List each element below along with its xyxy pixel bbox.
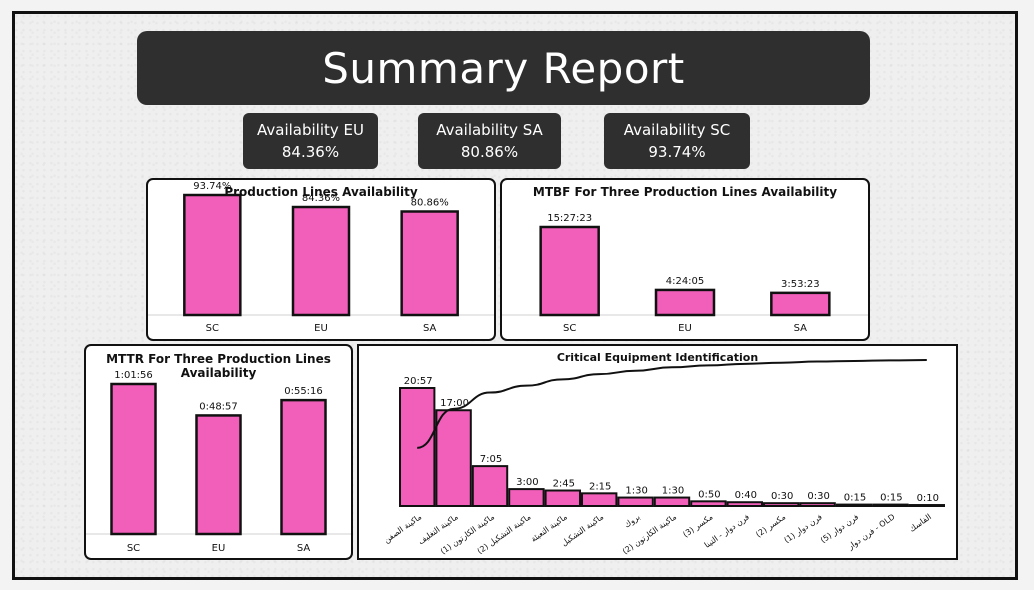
- bar: [400, 210, 459, 317]
- bar: [763, 502, 800, 508]
- kpi-availability-eu: Availability EU 84.36%: [243, 113, 378, 169]
- data-label: 0:30: [807, 491, 829, 502]
- bar: [835, 503, 873, 508]
- cumulative-line: [417, 359, 927, 449]
- bar: [544, 489, 582, 508]
- kpi-availability-sa: Availability SA 80.86%: [418, 113, 561, 169]
- bar: [770, 291, 831, 317]
- data-label: 4:24:05: [666, 276, 705, 287]
- bar: [690, 500, 727, 507]
- category-label: SC: [563, 323, 576, 334]
- mttr-chart: 1:01:56 SC 0:48:57 EU 0:55:16 SA: [86, 370, 351, 554]
- category-label: SA: [297, 543, 311, 554]
- critical-equipment-panel: Critical Equipment Identification 20:57 م…: [357, 344, 958, 560]
- data-label: 0:30: [771, 491, 793, 502]
- chart-title: MTTR For Three Production Lines Availabi…: [106, 352, 331, 380]
- data-label: 2:45: [553, 479, 575, 490]
- data-label: 0:48:57: [199, 401, 238, 412]
- category-label: مكسر (2): [754, 512, 787, 539]
- data-label: 0:10: [917, 493, 939, 504]
- category-label: EU: [678, 323, 692, 334]
- data-label: 0:55:16: [284, 386, 323, 397]
- kpi-label: Availability SA: [436, 121, 543, 139]
- kpi-label: Availability SC: [623, 121, 731, 139]
- category-label: فرن دوار (1): [782, 512, 823, 545]
- bar: [435, 409, 472, 507]
- kpi-value: 80.86%: [460, 143, 519, 161]
- category-label: SC: [127, 543, 140, 554]
- report-title: Summary Report: [137, 31, 870, 105]
- data-label: 80.86%: [411, 197, 449, 208]
- category-label: SC: [206, 323, 219, 334]
- data-label: 84.36%: [302, 193, 340, 204]
- bar: [110, 382, 157, 536]
- bar: [471, 465, 509, 507]
- bar: [726, 501, 764, 508]
- data-label: 17:00: [440, 398, 469, 409]
- kpi-value: 93.74%: [648, 143, 706, 161]
- chart-title: Critical Equipment Identification: [556, 351, 759, 364]
- data-label: 3:53:23: [781, 279, 820, 290]
- availability-chart: 93.74% SC 84.36% EU 80.86% SA: [148, 181, 494, 334]
- data-label: 20:57: [404, 376, 433, 387]
- category-label: SA: [794, 323, 808, 334]
- category-label: مكسر (3): [681, 512, 714, 539]
- availability-chart-panel: Production Lines Availability 93.74% SC 84…: [146, 178, 496, 341]
- bar: [617, 496, 654, 508]
- bar: [195, 414, 242, 536]
- kpi-label: Availability EU: [257, 121, 364, 139]
- kpi-value: 84.36%: [281, 143, 340, 161]
- data-label: 15:27:23: [547, 213, 592, 224]
- data-label: 1:30: [625, 486, 647, 497]
- bar: [908, 504, 945, 507]
- chart-title: Production Lines Availability: [224, 185, 418, 199]
- data-label: 2:15: [589, 481, 611, 492]
- mtbf-chart-panel: MTBF For Three Production Lines Availabi…: [500, 178, 870, 341]
- data-label: 1:01:56: [114, 370, 153, 381]
- bar: [581, 492, 618, 507]
- data-label: 0:15: [880, 493, 902, 504]
- data-label: 0:40: [735, 490, 757, 501]
- bar: [654, 288, 716, 317]
- category-label: بروك: [623, 512, 642, 529]
- bar: [653, 496, 691, 508]
- category-label: EU: [314, 323, 328, 334]
- category-label: EU: [212, 543, 226, 554]
- kpi-availability-sc: Availability SC 93.74%: [604, 113, 750, 169]
- report-title-text: Summary Report: [322, 43, 685, 93]
- data-label: 0:50: [698, 489, 720, 500]
- bar: [872, 503, 909, 508]
- bar: [291, 205, 351, 317]
- data-label: 7:05: [480, 454, 502, 465]
- data-label: 0:15: [844, 493, 866, 504]
- bar: [539, 225, 600, 317]
- chart-title: MTBF For Three Production Lines Availabi…: [532, 185, 838, 199]
- mtbf-chart: 15:27:23 SC 4:24:05 EU 3:53:23 SA: [502, 213, 868, 334]
- category-label: الفاسك: [908, 512, 933, 533]
- bar: [508, 488, 545, 508]
- bar: [799, 502, 836, 508]
- category-label: SA: [423, 323, 437, 334]
- bar: [280, 398, 327, 536]
- data-label: 1:30: [662, 486, 684, 497]
- bar: [183, 193, 242, 317]
- data-label: 3:00: [516, 477, 538, 488]
- data-label: 93.74%: [193, 181, 231, 192]
- mttr-chart-panel: MTTR For Three Production Lines Availabi…: [84, 344, 353, 560]
